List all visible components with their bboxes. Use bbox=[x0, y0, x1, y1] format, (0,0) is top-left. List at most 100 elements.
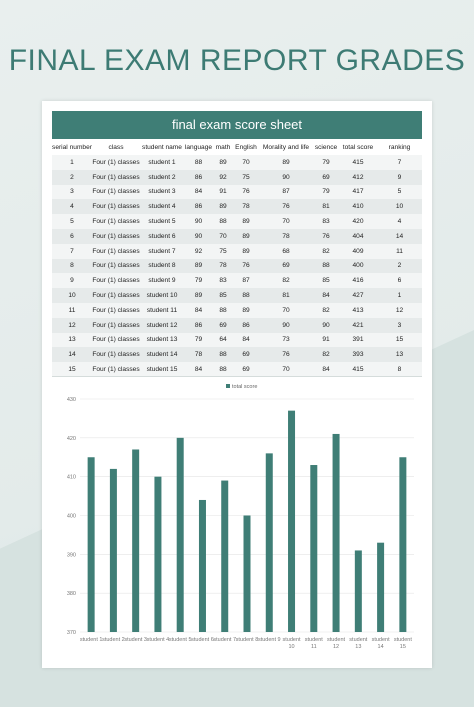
header-language: language bbox=[184, 143, 213, 151]
grades-table: serial number class student name languag… bbox=[52, 139, 422, 377]
cell-serial-number: 7 bbox=[52, 243, 92, 259]
cell-total-score: 404 bbox=[339, 228, 377, 244]
cell-ranking: 2 bbox=[377, 258, 422, 274]
cell-class: Four (1) classes bbox=[92, 228, 140, 244]
cell-english: 76 bbox=[233, 258, 259, 274]
cell-science: 82 bbox=[313, 243, 339, 259]
cell-class: Four (1) classes bbox=[92, 302, 140, 318]
cell-english: 84 bbox=[233, 332, 259, 348]
sheet-title: final exam score sheet bbox=[52, 111, 422, 139]
x-tick-label: student 15 bbox=[394, 637, 413, 650]
cell-total-score: 393 bbox=[339, 347, 377, 363]
cell-class: Four (1) classes bbox=[92, 332, 140, 348]
cell-serial-number: 2 bbox=[52, 169, 92, 185]
cell-language: 89 bbox=[184, 258, 213, 274]
y-tick-label: 390 bbox=[67, 552, 76, 558]
table-row: 11 Four (1) classes student 11 84 88 89 70 82 41… bbox=[52, 302, 422, 318]
header-student-name: student name bbox=[142, 143, 182, 151]
cell-student-name: student 2 bbox=[140, 169, 184, 185]
cell-math: 88 bbox=[213, 214, 233, 229]
cell-english: 75 bbox=[233, 169, 259, 185]
cell-math: 70 bbox=[213, 228, 233, 244]
header-science: science bbox=[314, 143, 338, 151]
y-tick-label: 420 bbox=[67, 436, 76, 442]
cell-student-name: student 5 bbox=[140, 214, 184, 229]
cell-math: 69 bbox=[213, 317, 233, 333]
score-sheet: final exam score sheet serial number cla… bbox=[42, 101, 432, 668]
cell-science: 90 bbox=[313, 317, 339, 333]
cell-language: 89 bbox=[184, 288, 213, 303]
header-math: math bbox=[215, 143, 231, 151]
cell-class: Four (1) classes bbox=[92, 273, 140, 289]
cell-language: 79 bbox=[184, 332, 213, 348]
table-row: 10 Four (1) classes student 10 89 85 88 81 84 42… bbox=[52, 288, 422, 303]
cell-serial-number: 3 bbox=[52, 184, 92, 200]
cell-english: 89 bbox=[233, 243, 259, 259]
y-tick-label: 370 bbox=[67, 630, 76, 636]
bar bbox=[399, 457, 407, 632]
x-tick-label: student 10 bbox=[283, 637, 302, 650]
cell-class: Four (1) classes bbox=[92, 155, 140, 170]
cell-serial-number: 6 bbox=[52, 228, 92, 244]
cell-class: Four (1) classes bbox=[92, 169, 140, 185]
cell-morality-and-life: 82 bbox=[259, 273, 313, 289]
cell-student-name: student 12 bbox=[140, 317, 184, 333]
cell-ranking: 9 bbox=[377, 169, 422, 185]
x-tick-label: student 1 bbox=[80, 637, 103, 643]
page-title: FINAL EXAM REPORT GRADES bbox=[8, 44, 466, 77]
cell-science: 84 bbox=[313, 362, 339, 377]
table-row: 14 Four (1) classes student 14 78 88 69 76 82 39… bbox=[52, 347, 422, 363]
cell-science: 82 bbox=[313, 302, 339, 318]
table-row: 2 Four (1) classes student 2 86 92 75 90 69 412 9 bbox=[52, 169, 422, 185]
cell-serial-number: 5 bbox=[52, 214, 92, 229]
cell-student-name: student 1 bbox=[140, 155, 184, 170]
x-tick-label: student 4 bbox=[147, 637, 170, 643]
x-tick-label: student 7 bbox=[213, 637, 236, 643]
table-row: 8 Four (1) classes student 8 89 78 76 69 88 400 2 bbox=[52, 258, 422, 274]
table-body: 1 Four (1) classes student 1 88 89 70 89 79 415 7… bbox=[52, 155, 422, 377]
cell-morality-and-life: 70 bbox=[259, 214, 313, 229]
cell-math: 89 bbox=[213, 155, 233, 170]
cell-total-score: 412 bbox=[339, 169, 377, 185]
cell-morality-and-life: 76 bbox=[259, 347, 313, 363]
cell-serial-number: 8 bbox=[52, 258, 92, 274]
cell-english: 86 bbox=[233, 317, 259, 333]
cell-serial-number: 1 bbox=[52, 155, 92, 170]
cell-total-score: 413 bbox=[339, 302, 377, 318]
cell-language: 92 bbox=[184, 243, 213, 259]
cell-language: 90 bbox=[184, 214, 213, 229]
cell-ranking: 15 bbox=[377, 332, 422, 348]
cell-language: 86 bbox=[184, 317, 213, 333]
cell-serial-number: 12 bbox=[52, 317, 92, 333]
cell-language: 84 bbox=[184, 184, 213, 200]
cell-language: 84 bbox=[184, 302, 213, 318]
cell-ranking: 11 bbox=[377, 243, 422, 259]
cell-total-score: 409 bbox=[339, 243, 377, 259]
x-tick-label: student 14 bbox=[372, 637, 391, 650]
cell-language: 86 bbox=[184, 169, 213, 185]
cell-language: 79 bbox=[184, 273, 213, 289]
header-class: class bbox=[108, 143, 124, 151]
cell-science: 85 bbox=[313, 273, 339, 289]
cell-language: 90 bbox=[184, 228, 213, 244]
cell-student-name: student 15 bbox=[140, 362, 184, 377]
cell-total-score: 420 bbox=[339, 214, 377, 229]
cell-ranking: 13 bbox=[377, 347, 422, 363]
cell-student-name: student 3 bbox=[140, 184, 184, 200]
x-tick-label: student 12 bbox=[327, 637, 346, 650]
cell-math: 91 bbox=[213, 184, 233, 200]
cell-serial-number: 10 bbox=[52, 288, 92, 303]
table-row: 1 Four (1) classes student 1 88 89 70 89 79 415 7 bbox=[52, 155, 422, 170]
cell-class: Four (1) classes bbox=[92, 288, 140, 303]
cell-language: 88 bbox=[184, 155, 213, 170]
table-row: 12 Four (1) classes student 12 86 69 86 90 90 42… bbox=[52, 317, 422, 333]
cell-ranking: 8 bbox=[377, 362, 422, 377]
cell-serial-number: 4 bbox=[52, 199, 92, 215]
cell-class: Four (1) classes bbox=[92, 317, 140, 333]
header-serial-number: serial number bbox=[52, 143, 92, 151]
cell-math: 75 bbox=[213, 243, 233, 259]
cell-english: 76 bbox=[233, 184, 259, 200]
cell-english: 69 bbox=[233, 347, 259, 363]
cell-english: 69 bbox=[233, 362, 259, 377]
cell-ranking: 4 bbox=[377, 214, 422, 229]
